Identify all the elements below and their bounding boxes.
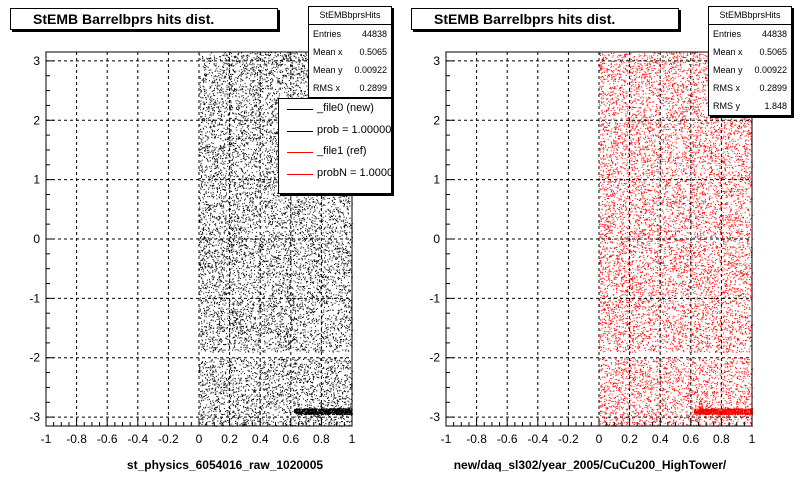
left-stats-box: StEMBbprsHits Entries 44838 Mean x 0.5065 Me… <box>308 6 392 98</box>
left-stats-value: 44838 <box>361 29 387 39</box>
right-stats-name: StEMBbprsHits <box>709 7 791 25</box>
scatter-points <box>199 52 353 427</box>
x-tick-label: 1 <box>749 432 756 446</box>
right-plot: -1 -0.8 -0.6 -0.4 -0.2 0 0.2 0.4 0.6 0.8 1 -3 -2 -1 0 1… <box>429 51 756 446</box>
legend-label: prob = 1.000000 <box>317 123 392 136</box>
legend-label: probN = 1.000000 <box>317 166 392 179</box>
right-stats-label: Mean x <box>713 47 743 57</box>
x-tick-label: -1 <box>441 432 452 446</box>
y-tick-label: -2 <box>429 351 440 365</box>
x-tick-label: -1 <box>41 432 52 446</box>
x-tick-label: -0.8 <box>66 432 87 446</box>
x-tick-label: -0.6 <box>97 432 118 446</box>
x-tick-label: -0.8 <box>466 432 487 446</box>
x-tick-label: -0.2 <box>558 432 579 446</box>
right-chart-title: StEMB Barrelbprs hits dist. <box>411 8 679 30</box>
y-tick-label: 3 <box>433 54 440 68</box>
y-tick-label: 2 <box>433 113 440 127</box>
left-chart-title-text: StEMB Barrelbprs hits dist. <box>33 11 215 27</box>
left-stats-value: 0.2899 <box>359 83 387 93</box>
right-stats-value: 0.5065 <box>759 47 787 57</box>
x-tick-label: 1 <box>349 432 356 446</box>
right-x-axis-label: new/daq_sl302/year_2005/CuCu200_HighTowe… <box>453 458 727 472</box>
left-stats-label: Mean y <box>313 65 343 75</box>
y-tick-label: 1 <box>33 173 40 187</box>
right-stats-row: Mean x 0.5065 <box>709 43 791 61</box>
right-stats-value: 44838 <box>761 29 787 39</box>
x-tick-label: 0 <box>196 432 203 446</box>
x-tick-label: 0.6 <box>682 432 699 446</box>
left-legend: _file0 (new) prob = 1.000000 _file1 (ref) p… <box>278 98 392 194</box>
y-tick-label: 3 <box>33 54 40 68</box>
x-tick-label: -0.4 <box>127 432 148 446</box>
x-tick-label: 0.2 <box>621 432 638 446</box>
left-stats-name: StEMBbprsHits <box>309 7 391 25</box>
y-tick-label: -3 <box>429 410 440 424</box>
legend-entry: _file1 (ref) <box>279 142 391 164</box>
left-stats-label: Entries <box>313 29 342 39</box>
left-stats-row: RMS x 0.2899 <box>309 79 391 97</box>
x-tick-label: 0.2 <box>221 432 238 446</box>
x-tick-label: 0.6 <box>282 432 299 446</box>
left-stats-label: Mean x <box>313 47 343 57</box>
right-stats-value: 0.00922 <box>754 65 787 75</box>
x-tick-label: -0.4 <box>527 432 548 446</box>
left-stats-row: Mean x 0.5065 <box>309 43 391 61</box>
x-tick-label: 0.8 <box>313 432 330 446</box>
right-stats-label: Entries <box>713 29 742 39</box>
legend-entry: prob = 1.000000 <box>279 121 391 143</box>
legend-swatch <box>287 109 313 110</box>
right-chart-title-text: StEMB Barrelbprs hits dist. <box>434 11 616 27</box>
y-tick-label: -1 <box>29 291 40 305</box>
y-tick-label: 2 <box>33 113 40 127</box>
legend-label: _file0 (new) <box>317 102 374 114</box>
x-tick-label: 0.4 <box>652 432 669 446</box>
right-stats-row: RMS y 1.848 <box>709 97 791 115</box>
y-tick-label: -2 <box>29 351 40 365</box>
right-stats-box: StEMBbprsHits Entries 44838 Mean x 0.5065 Me… <box>708 6 792 116</box>
x-tick-label: 0.8 <box>713 432 730 446</box>
left-stats-row: Entries 44838 <box>309 25 391 43</box>
scatter-points <box>599 52 753 427</box>
legend-swatch <box>287 173 313 175</box>
left-stats-value: 0.00922 <box>354 65 387 75</box>
right-stats-label: Mean y <box>713 65 743 75</box>
right-stats-row: Entries 44838 <box>709 25 791 43</box>
legend-swatch <box>287 152 313 153</box>
left-chart-title: StEMB Barrelbprs hits dist. <box>10 8 278 30</box>
right-stats-label: RMS y <box>713 101 740 111</box>
right-stats-value: 1.848 <box>764 101 787 111</box>
right-stats-value: 0.2899 <box>759 83 787 93</box>
left-stats-label: RMS x <box>313 83 340 93</box>
legend-swatch <box>287 130 313 132</box>
y-tick-label: 1 <box>433 173 440 187</box>
x-tick-label: 0.4 <box>252 432 269 446</box>
legend-entry: _file0 (new) <box>279 99 391 121</box>
y-tick-label: -1 <box>429 291 440 305</box>
legend-entry: probN = 1.000000 <box>279 164 391 186</box>
x-tick-label: -0.6 <box>497 432 518 446</box>
x-tick-label: -0.2 <box>158 432 179 446</box>
left-x-axis-label: st_physics_6054016_raw_1020005 <box>126 458 324 472</box>
y-tick-label: 0 <box>433 232 440 246</box>
right-stats-label: RMS x <box>713 83 740 93</box>
y-tick-label: -3 <box>29 410 40 424</box>
legend-label: _file1 (ref) <box>317 145 367 157</box>
y-tick-label: 0 <box>33 232 40 246</box>
right-stats-row: RMS x 0.2899 <box>709 79 791 97</box>
right-stats-row: Mean y 0.00922 <box>709 61 791 79</box>
left-stats-value: 0.5065 <box>359 47 387 57</box>
x-tick-label: 0 <box>596 432 603 446</box>
left-stats-row: Mean y 0.00922 <box>309 61 391 79</box>
